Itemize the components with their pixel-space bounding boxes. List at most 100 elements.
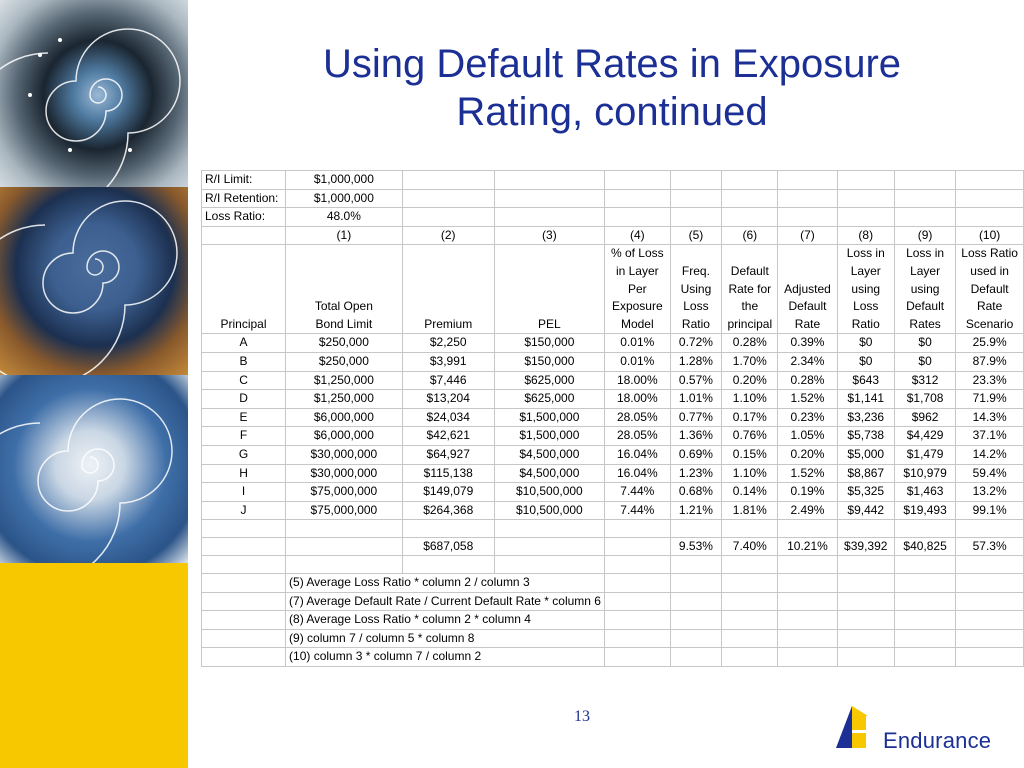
principal-cell: I — [200, 482, 287, 502]
header-line: Ratio — [681, 316, 710, 331]
column-header: Loss in Layer using Default Rates — [893, 244, 957, 335]
table-cell: 0.68% — [669, 482, 723, 502]
table-cell: $643 — [836, 370, 895, 391]
table-cell: $1,250,000 — [285, 389, 403, 409]
page-number: 13 — [574, 708, 590, 725]
empty-cell — [955, 207, 1024, 227]
empty-cell — [603, 188, 671, 209]
table-cell: $250,000 — [285, 333, 403, 353]
empty-cell — [669, 628, 723, 649]
principal-cell: J — [200, 500, 287, 521]
total-cell: $39,392 — [836, 536, 895, 557]
empty-cell — [669, 555, 723, 575]
column-header: % of Loss in Layer Per Exposure Model — [603, 244, 671, 335]
empty-cell — [777, 628, 838, 649]
empty-cell — [836, 519, 895, 538]
table-cell: $1,708 — [893, 389, 957, 409]
empty-cell — [955, 628, 1024, 649]
empty-cell — [777, 610, 838, 630]
table-cell: 0.69% — [669, 444, 723, 465]
empty-cell — [836, 647, 895, 668]
table-cell: 28.05% — [603, 426, 671, 446]
empty-cell — [777, 647, 838, 668]
empty-cell — [893, 591, 957, 612]
note-row: (8) Average Loss Ratio * column 2 * colu… — [200, 610, 1024, 630]
table-cell: $5,325 — [836, 482, 895, 502]
principal-cell: E — [200, 407, 287, 428]
empty-cell — [955, 573, 1024, 593]
table-row: I $75,000,000 $149,079 $10,500,000 7.44% 0.68… — [200, 482, 1024, 502]
empty-cell — [893, 628, 957, 649]
total-cell: $687,058 — [401, 536, 495, 557]
empty-cell — [893, 519, 957, 538]
empty-cell — [603, 628, 671, 649]
meta-value: $1,000,000 — [285, 188, 403, 209]
empty-cell — [955, 555, 1024, 575]
note-text: (10) column 3 * column 7 / column 2 — [285, 647, 605, 668]
column-header: Loss Ratio used in Default Rate Scenario — [955, 244, 1024, 335]
empty-cell — [669, 170, 723, 190]
empty-cell — [721, 170, 779, 190]
empty-cell — [200, 225, 287, 246]
note-row: (5) Average Loss Ratio * column 2 / colu… — [200, 573, 1024, 593]
table-cell: 87.9% — [955, 351, 1024, 372]
empty-cell — [893, 647, 957, 668]
column-number: (1) — [285, 225, 403, 246]
header-line: Scenario — [965, 316, 1014, 331]
table-cell: 1.10% — [721, 389, 779, 409]
table-row: B $250,000 $3,991 $150,000 0.01% 1.28% 1.70% 2.… — [200, 351, 1024, 372]
meta-row: R/I Limit: $1,000,000 — [200, 170, 1024, 190]
empty-cell — [777, 573, 838, 593]
meta-label: Loss Ratio: — [200, 207, 287, 227]
table-cell: 0.19% — [777, 482, 838, 502]
empty-cell — [401, 555, 495, 575]
empty-cell — [893, 188, 957, 209]
meta-value: 48.0% — [285, 207, 403, 227]
table-cell: $0 — [893, 333, 957, 353]
note-text: (8) Average Loss Ratio * column 2 * colu… — [285, 610, 605, 630]
total-cell: 10.21% — [777, 536, 838, 557]
header-line: Freq. — [681, 263, 710, 278]
empty-cell — [836, 573, 895, 593]
empty-cell — [721, 188, 779, 209]
table-cell: 0.15% — [721, 444, 779, 465]
empty-cell — [836, 188, 895, 209]
table-cell: $30,000,000 — [285, 444, 403, 465]
header-line: Exposure — [611, 299, 663, 314]
table-cell: $3,236 — [836, 407, 895, 428]
empty-cell — [836, 610, 895, 630]
header-line: Default — [730, 263, 769, 278]
header-line: Rate for — [728, 281, 772, 296]
header-line: Per — [627, 281, 647, 296]
empty-cell — [493, 555, 605, 575]
empty-cell — [200, 519, 287, 538]
empty-cell — [200, 591, 287, 612]
header-line: Loss Ratio — [961, 246, 1018, 261]
table-cell: 1.52% — [777, 389, 838, 409]
table-cell: $75,000,000 — [285, 482, 403, 502]
header-line: Layer — [910, 263, 941, 278]
table-cell: $0 — [893, 351, 957, 372]
table-cell: $2,250 — [401, 333, 495, 353]
table-cell: 1.01% — [669, 389, 723, 409]
table-cell: 1.21% — [669, 500, 723, 521]
empty-cell — [200, 573, 287, 593]
empty-cell — [669, 647, 723, 668]
table-row: F $6,000,000 $42,621 $1,500,000 28.05% 1.36% 0… — [200, 426, 1024, 446]
exposure-rating-table: R/I Limit: $1,000,000 R/I Retention: $1,000… — [200, 170, 1024, 668]
header-line: Default — [906, 299, 945, 314]
header-line: Premium — [424, 316, 473, 331]
meta-row: R/I Retention: $1,000,000 — [200, 188, 1024, 209]
table-cell: 1.05% — [777, 426, 838, 446]
table-cell: 0.76% — [721, 426, 779, 446]
table-row: J $75,000,000 $264,368 $10,500,000 7.44% 1.21… — [200, 500, 1024, 521]
empty-cell — [200, 555, 287, 575]
table-cell: $3,991 — [401, 351, 495, 372]
total-cell: 7.40% — [721, 536, 779, 557]
column-header: Adjusted Default Rate — [777, 244, 838, 335]
table-cell: 59.4% — [955, 463, 1024, 484]
empty-cell — [777, 207, 838, 227]
header-line: Rates — [909, 316, 941, 331]
total-cell — [285, 536, 403, 557]
empty-cell — [955, 591, 1024, 612]
